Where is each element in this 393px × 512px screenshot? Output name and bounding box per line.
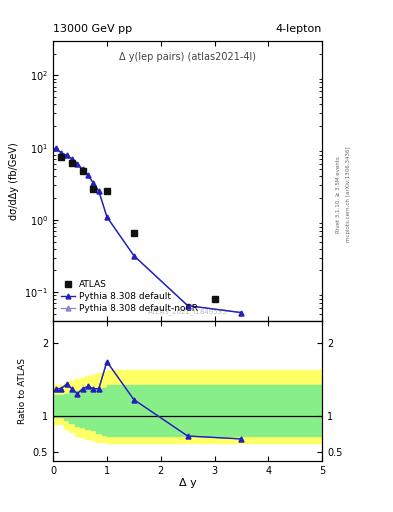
ATLAS (91, 186, 96, 192)
Text: 4-lepton: 4-lepton (276, 24, 322, 34)
ATLAS (59, 154, 64, 160)
Text: mcplots.cern.ch [arXiv:1306.3436]: mcplots.cern.ch [arXiv:1306.3436] (346, 147, 351, 242)
Pythia 8.308 default-noCR (75, 161, 80, 167)
Y-axis label: Ratio to ATLAS: Ratio to ATLAS (18, 358, 27, 424)
ATLAS (105, 188, 109, 194)
Text: 13000 GeV pp: 13000 GeV pp (53, 24, 132, 34)
Pythia 8.308 default (70, 156, 74, 162)
Pythia 8.308 default (64, 153, 69, 159)
Pythia 8.308 default-noCR (80, 166, 85, 173)
ATLAS (132, 230, 136, 237)
Pythia 8.308 default-noCR (59, 150, 64, 156)
Pythia 8.308 default-noCR (53, 145, 58, 152)
Pythia 8.308 default-noCR (91, 180, 96, 186)
Pythia 8.308 default-noCR (239, 310, 244, 316)
Pythia 8.308 default (239, 310, 244, 316)
X-axis label: Δ y: Δ y (179, 478, 196, 488)
Pythia 8.308 default-noCR (132, 252, 136, 259)
Pythia 8.308 default (75, 161, 80, 167)
Pythia 8.308 default (59, 150, 64, 156)
Y-axis label: dσ/dΔy (fb/GeV): dσ/dΔy (fb/GeV) (9, 142, 19, 220)
Legend: ATLAS, Pythia 8.308 default, Pythia 8.308 default-noCR: ATLAS, Pythia 8.308 default, Pythia 8.30… (57, 276, 202, 316)
Pythia 8.308 default (53, 145, 58, 152)
ATLAS (80, 167, 85, 174)
ATLAS (212, 296, 217, 302)
Pythia 8.308 default-noCR (64, 153, 69, 159)
Pythia 8.308 default (132, 252, 136, 259)
Line: Pythia 8.308 default: Pythia 8.308 default (53, 146, 244, 315)
ATLAS (70, 160, 74, 166)
Pythia 8.308 default (105, 214, 109, 220)
Pythia 8.308 default (185, 303, 190, 309)
Pythia 8.308 default (96, 188, 101, 194)
Pythia 8.308 default-noCR (105, 214, 109, 220)
Pythia 8.308 default (91, 180, 96, 186)
Text: ATLAS_2021_I1849535: ATLAS_2021_I1849535 (148, 309, 228, 315)
Pythia 8.308 default-noCR (86, 172, 90, 178)
Pythia 8.308 default-noCR (96, 188, 101, 194)
Pythia 8.308 default-noCR (70, 156, 74, 162)
Text: Rivet 3.1.10, ≥ 3.5M events: Rivet 3.1.10, ≥ 3.5M events (336, 156, 341, 233)
Line: Pythia 8.308 default-noCR: Pythia 8.308 default-noCR (53, 146, 244, 315)
Text: Δ y(lep pairs) (atlas2021-4l): Δ y(lep pairs) (atlas2021-4l) (119, 52, 256, 62)
Pythia 8.308 default (86, 172, 90, 178)
Line: ATLAS: ATLAS (58, 153, 218, 303)
Pythia 8.308 default-noCR (185, 303, 190, 309)
Pythia 8.308 default (80, 166, 85, 173)
